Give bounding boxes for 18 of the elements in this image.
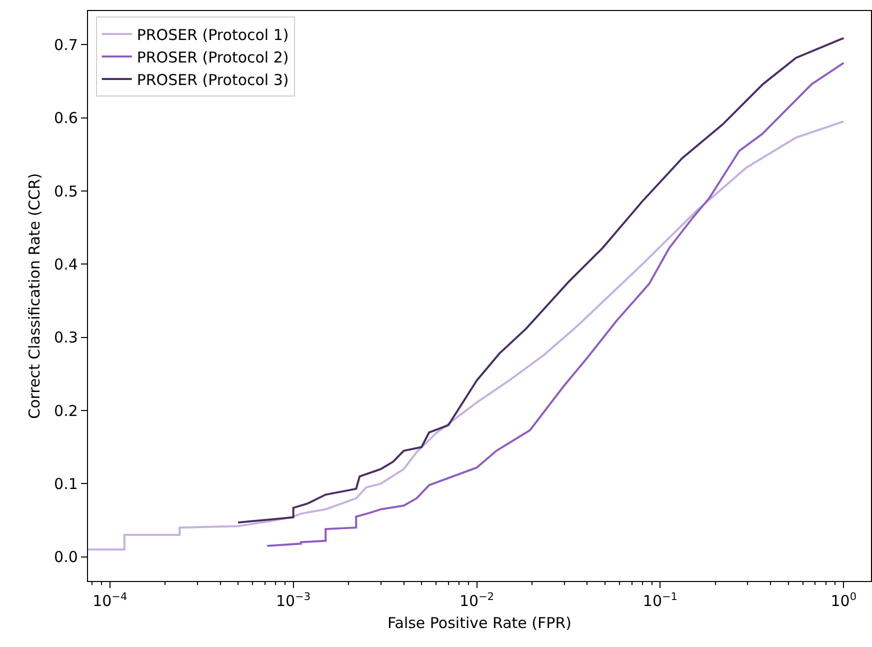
x-tick-label: 10$^{−3}$ [276,590,311,610]
x-tick-label: 10$^{−4}$ [92,590,128,610]
legend-label: PROSER (Protocol 2) [136,48,289,66]
y-tick-label: 0.4 [54,255,78,274]
x-tick-label: 10$^{0}$ [830,590,857,610]
x-tick-label: 10$^{−1}$ [642,590,678,610]
y-tick-label: 0.6 [54,109,78,128]
y-tick-label: 0.2 [54,402,78,420]
y-tick-label: 0.1 [54,474,78,493]
y-axis-title: Correct Classification Rate (CCR) [25,173,44,419]
x-axis-title: False Positive Rate (FPR) [388,614,572,632]
legend-label: PROSER (Protocol 3) [136,70,289,89]
y-tick-label: 0.0 [54,548,78,566]
legend-label: PROSER (Protocol 1) [136,26,289,44]
y-tick-label: 0.5 [54,182,78,200]
x-tick-label: 10$^{−2}$ [459,590,494,610]
y-tick-label: 0.7 [54,36,78,54]
y-tick-label: 0.3 [54,328,78,347]
